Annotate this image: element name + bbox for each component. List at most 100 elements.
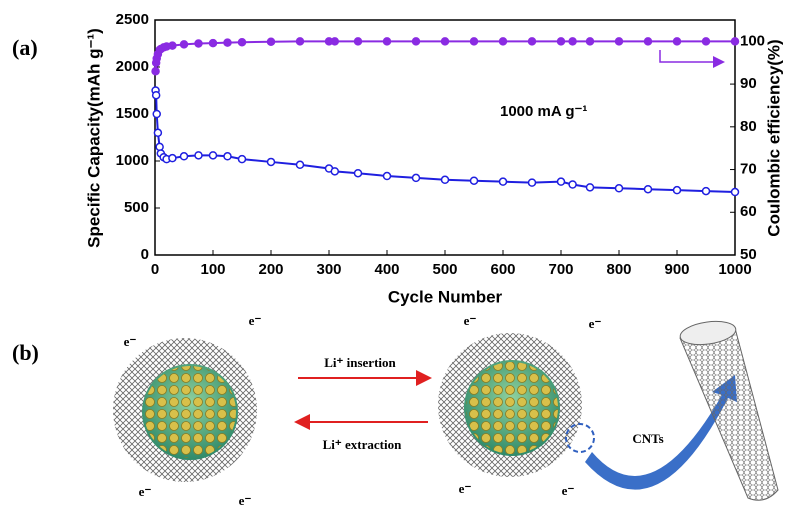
panel-label: (b) [12,340,39,365]
y2-tick-label: 70 [740,161,757,178]
x-tick-label: 100 [200,261,225,278]
x-tick-label: 0 [151,261,159,278]
figure: (a) (b) Cycle Number Specific Capacity(m… [0,0,785,511]
point [153,111,160,118]
point [154,129,161,136]
x-tick-label: 600 [490,261,515,278]
point [703,38,710,45]
point [616,38,623,45]
point [239,156,246,163]
point [413,38,420,45]
point [471,177,478,184]
x-tick-label: 700 [548,261,573,278]
point [645,186,652,193]
label: Li⁺ insertion [324,355,396,370]
x-tick-label: 500 [432,261,457,278]
point [500,38,507,45]
y-tick-label: 0 [141,246,149,263]
point [224,39,231,46]
point [674,38,681,45]
point [181,153,188,160]
electron-label: e⁻ [139,484,152,499]
x-tick-label: 1000 [718,261,751,278]
y2-tick-label: 80 [740,118,757,135]
label: Li⁺ extraction [323,437,402,452]
electron-label: e⁻ [249,313,262,328]
y-tick-label: 1500 [116,105,149,122]
point [355,170,362,177]
x-tick-label: 900 [664,261,689,278]
point [674,187,681,194]
annotation: 1000 mA g⁻¹ [500,103,587,120]
point [384,38,391,45]
point [587,38,594,45]
point [442,38,449,45]
point [210,152,217,159]
point [268,158,275,165]
y-tick-label: 2000 [116,58,149,75]
y-tick-label: 1000 [116,152,149,169]
point [297,161,304,168]
x-axis-title: Cycle Number [388,287,503,306]
point [703,188,710,195]
x-tick-label: 200 [258,261,283,278]
electron-label: e⁻ [589,316,602,331]
point [558,38,565,45]
electron-label: e⁻ [562,483,575,498]
x-tick-label: 800 [606,261,631,278]
point [384,173,391,180]
point [529,38,536,45]
y-tick-label: 2500 [116,11,149,28]
point [645,38,652,45]
point [569,181,576,188]
point [169,155,176,162]
point [153,92,160,99]
figure-svg: (a) (b) Cycle Number Specific Capacity(m… [0,0,785,511]
y2-axis-title: Coulombic efficiency(%) [764,39,783,236]
sphere-left [113,338,257,482]
point [331,168,338,175]
nanotube [680,326,778,501]
point [297,38,304,45]
point [268,38,275,45]
point [413,174,420,181]
point [210,40,217,47]
electron-label: e⁻ [239,493,252,508]
point [569,38,576,45]
x-tick-label: 300 [316,261,341,278]
y2-tick-label: 50 [740,246,757,263]
point [181,41,188,48]
point [152,68,159,75]
point [224,153,231,160]
sphere-right [438,333,582,477]
point [471,38,478,45]
electron-label: e⁻ [124,334,137,349]
electron-label: e⁻ [459,481,472,496]
electron-label: e⁻ [464,313,477,328]
y-tick-label: 500 [124,199,149,216]
axis-arrow [660,50,722,62]
point [239,39,246,46]
point [156,143,163,150]
point [587,184,594,191]
point [195,152,202,159]
point [331,38,338,45]
point [500,178,507,185]
y-axis-title: Specific Capacity(mAh g⁻¹) [84,28,103,248]
point [529,179,536,186]
point [558,178,565,185]
y2-tick-label: 100 [740,32,765,49]
x-tick-label: 400 [374,261,399,278]
point [442,176,449,183]
y2-tick-label: 90 [740,75,757,92]
point [616,185,623,192]
label: CNTs [632,431,663,446]
panel-label: (a) [12,35,38,60]
point [355,38,362,45]
point [195,40,202,47]
point [732,38,739,45]
point [732,189,739,196]
y2-tick-label: 60 [740,203,757,220]
plot-frame [155,20,735,255]
point [169,42,176,49]
